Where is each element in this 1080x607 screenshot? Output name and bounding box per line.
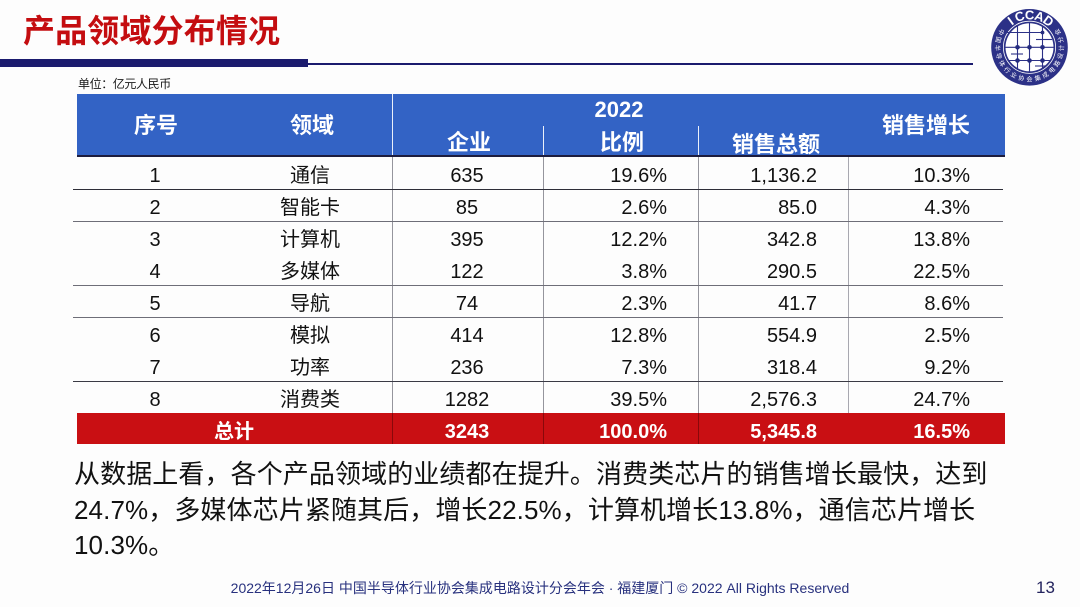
svg-text:业: 业 <box>1009 69 1019 80</box>
svg-text:体: 体 <box>997 58 1008 69</box>
svg-text:国: 国 <box>994 36 1004 44</box>
svg-text:计: 计 <box>1057 45 1066 51</box>
svg-text:中: 中 <box>996 27 1007 37</box>
svg-text:导: 导 <box>994 52 1004 60</box>
svg-text:分: 分 <box>1055 36 1065 44</box>
svg-text:路: 路 <box>1051 58 1062 69</box>
svg-text:电: 电 <box>1046 64 1057 75</box>
svg-text:I: I <box>1005 14 1017 28</box>
svg-text:会: 会 <box>1026 74 1032 83</box>
svg-text:C: C <box>1025 9 1035 22</box>
svg-text:C: C <box>1013 9 1027 25</box>
svg-text:会: 会 <box>1052 27 1063 37</box>
svg-text:行: 行 <box>1002 64 1013 75</box>
svg-text:集: 集 <box>1033 73 1041 83</box>
svg-text:协: 协 <box>1017 73 1026 83</box>
svg-text:半: 半 <box>993 45 1002 51</box>
svg-text:成: 成 <box>1040 69 1050 80</box>
svg-text:设: 设 <box>1055 52 1065 60</box>
